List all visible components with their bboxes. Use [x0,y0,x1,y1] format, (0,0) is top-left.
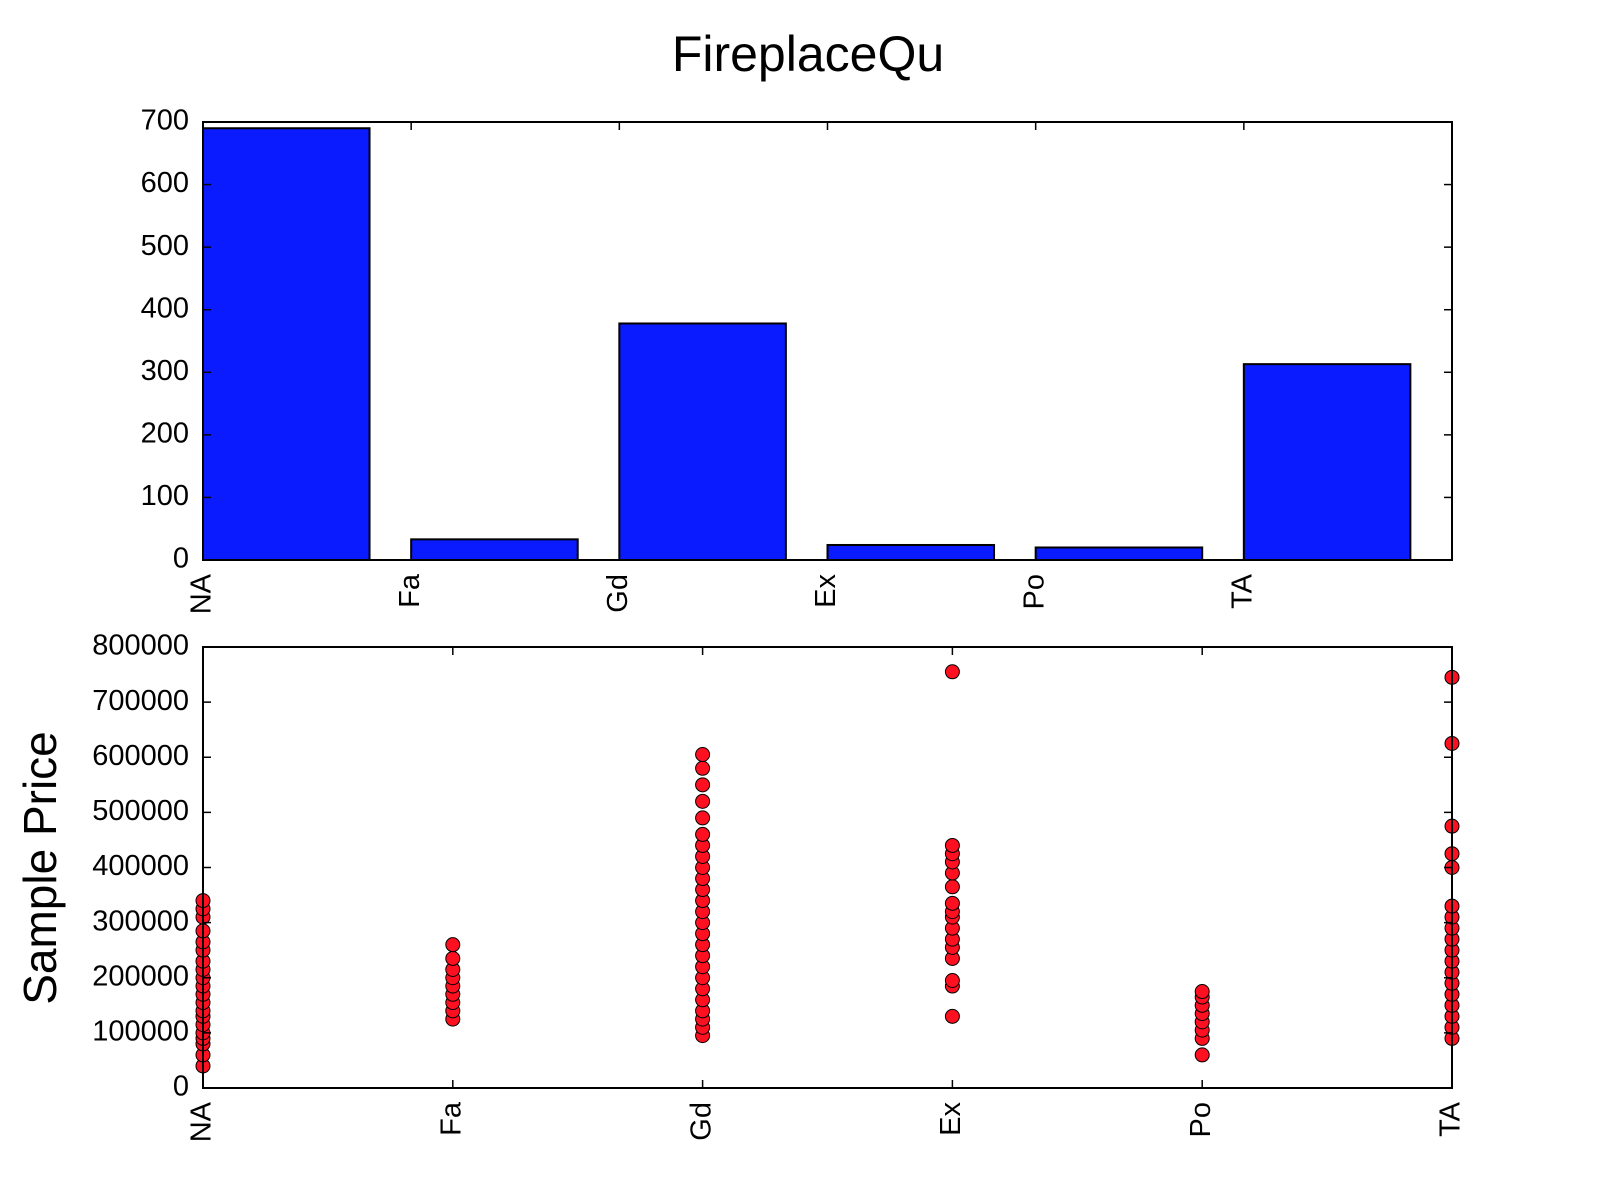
x-tick-label: TA [1435,1101,1467,1137]
point [695,826,711,842]
point [695,760,711,776]
y-tick-label: 600 [141,167,189,199]
y-tick-label: 100000 [92,1016,189,1048]
x-tick-label: Gd [602,574,634,613]
point [944,973,960,989]
y-tick-label: 700000 [92,685,189,717]
x-tick-label: Fa [394,573,426,608]
y-tick-label: 500000 [92,795,189,827]
x-tick-label: Po [1185,1102,1217,1137]
y-tick-label: 700 [141,105,189,137]
y-tick-label: 500 [141,230,189,262]
plot-frame [202,121,1453,561]
point [445,937,461,953]
y-tick-label: 800000 [92,630,189,662]
point [695,793,711,809]
point [695,746,711,762]
bar [202,127,371,561]
x-tick-label: NA [186,1101,218,1142]
point [944,1008,960,1024]
point [1194,1047,1210,1063]
plot-frame [202,646,1453,1089]
point [944,664,960,680]
bar [1242,363,1412,561]
y-tick-label: 600000 [92,740,189,772]
y-tick-label: 200 [141,418,189,450]
point [944,879,960,895]
bar [410,538,579,562]
y-tick-label: 300000 [92,905,189,937]
bar [618,322,787,562]
x-tick-label: Po [1018,574,1050,609]
y-tick-label: 200000 [92,960,189,992]
x-tick-label: Fa [435,1101,467,1136]
y-tick-label: 0 [173,543,189,575]
y-tick-label: 400 [141,292,189,324]
x-tick-label: Ex [810,574,842,608]
y-axis-label: Sample Price [14,731,66,1005]
point [944,895,960,911]
point [695,777,711,793]
y-tick-label: 0 [173,1071,189,1103]
x-tick-label: Ex [935,1102,967,1136]
y-tick-label: 100 [141,480,189,512]
y-tick-label: 300 [141,355,189,387]
y-tick-label: 400000 [92,850,189,882]
x-tick-label: NA [186,573,218,614]
x-tick-label: Gd [685,1102,717,1141]
point [445,950,461,966]
point [695,810,711,826]
chart-title: FireplaceQu [672,26,944,82]
point [944,837,960,853]
bar [1034,546,1204,562]
bar [826,543,996,561]
x-tick-label: TA [1226,573,1258,609]
point [1194,984,1210,1000]
